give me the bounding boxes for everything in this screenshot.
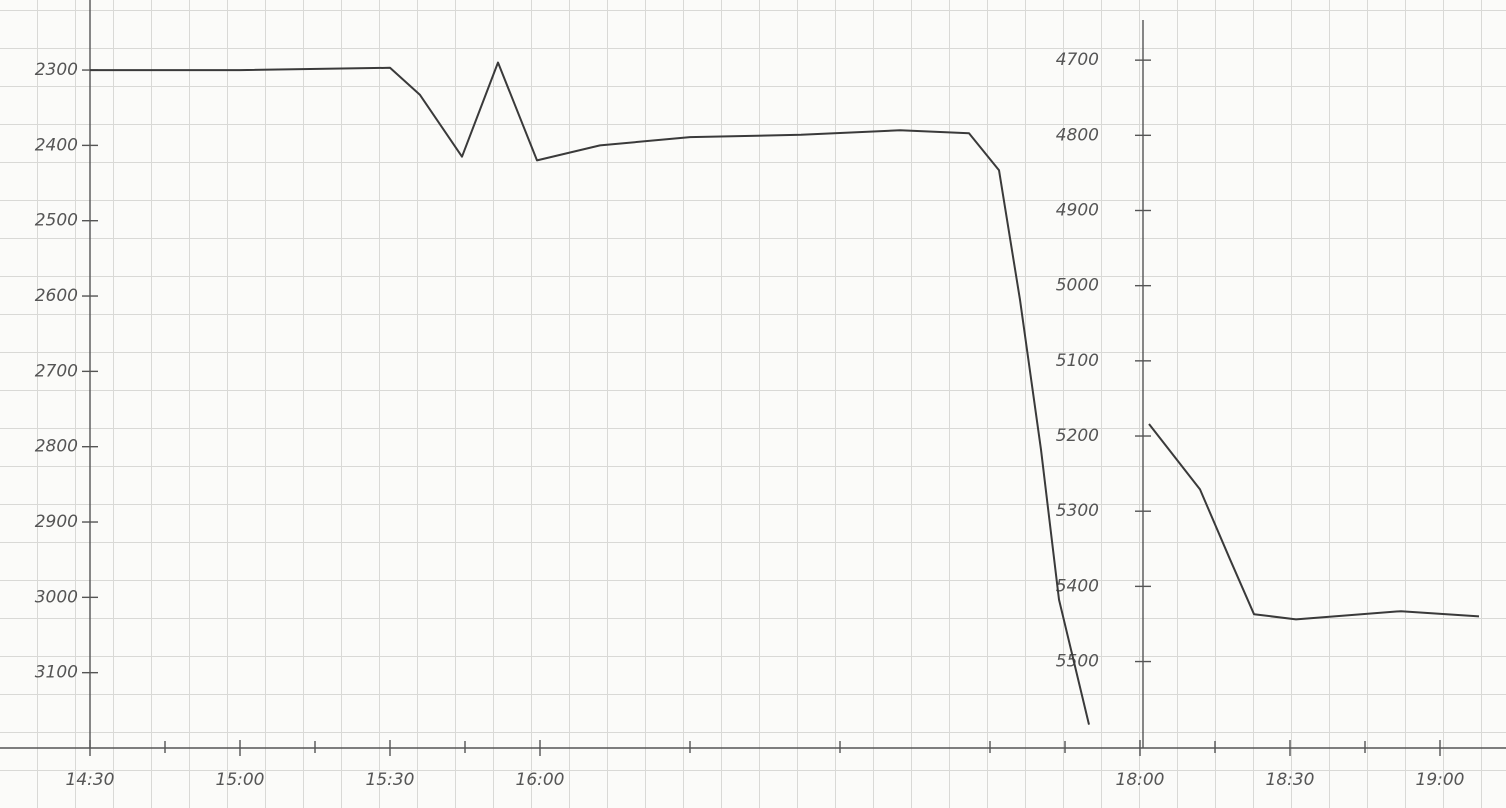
x-tick-label: 16:00 bbox=[516, 770, 565, 790]
y2-tick-label: 5200 bbox=[1056, 426, 1099, 446]
y2-tick-label: 5100 bbox=[1056, 351, 1099, 371]
x-tick-label: 18:00 bbox=[1116, 770, 1165, 790]
y2-tick-label: 5000 bbox=[1056, 276, 1099, 296]
y-tick-label: 3000 bbox=[35, 587, 78, 607]
y-tick-label: 2700 bbox=[35, 361, 78, 381]
y-tick-label: 2500 bbox=[35, 211, 78, 231]
data-line bbox=[90, 61, 1090, 725]
x-tick-label: 15:30 bbox=[366, 770, 415, 790]
y-tick-label: 2800 bbox=[35, 437, 78, 457]
data-line bbox=[1148, 423, 1480, 621]
x-tick-label: 19:00 bbox=[1416, 770, 1465, 790]
y-tick-label: 2600 bbox=[35, 286, 78, 306]
x-tick-label: 15:00 bbox=[216, 770, 265, 790]
y2-tick-label: 5400 bbox=[1056, 576, 1099, 596]
x-tick-label: 14:30 bbox=[66, 770, 115, 790]
y2-tick-label: 5300 bbox=[1056, 501, 1099, 521]
y-tick-label: 2400 bbox=[35, 135, 78, 155]
y2-tick-label: 5500 bbox=[1056, 652, 1099, 672]
x-tick-label: 18:30 bbox=[1266, 770, 1315, 790]
y-tick-label: 2900 bbox=[35, 512, 78, 532]
y-tick-label: 3100 bbox=[35, 663, 78, 683]
y2-tick-label: 4700 bbox=[1056, 50, 1099, 70]
y-tick-label: 2300 bbox=[35, 60, 78, 80]
y2-tick-label: 4800 bbox=[1056, 125, 1099, 145]
y2-tick-label: 4900 bbox=[1056, 200, 1099, 220]
